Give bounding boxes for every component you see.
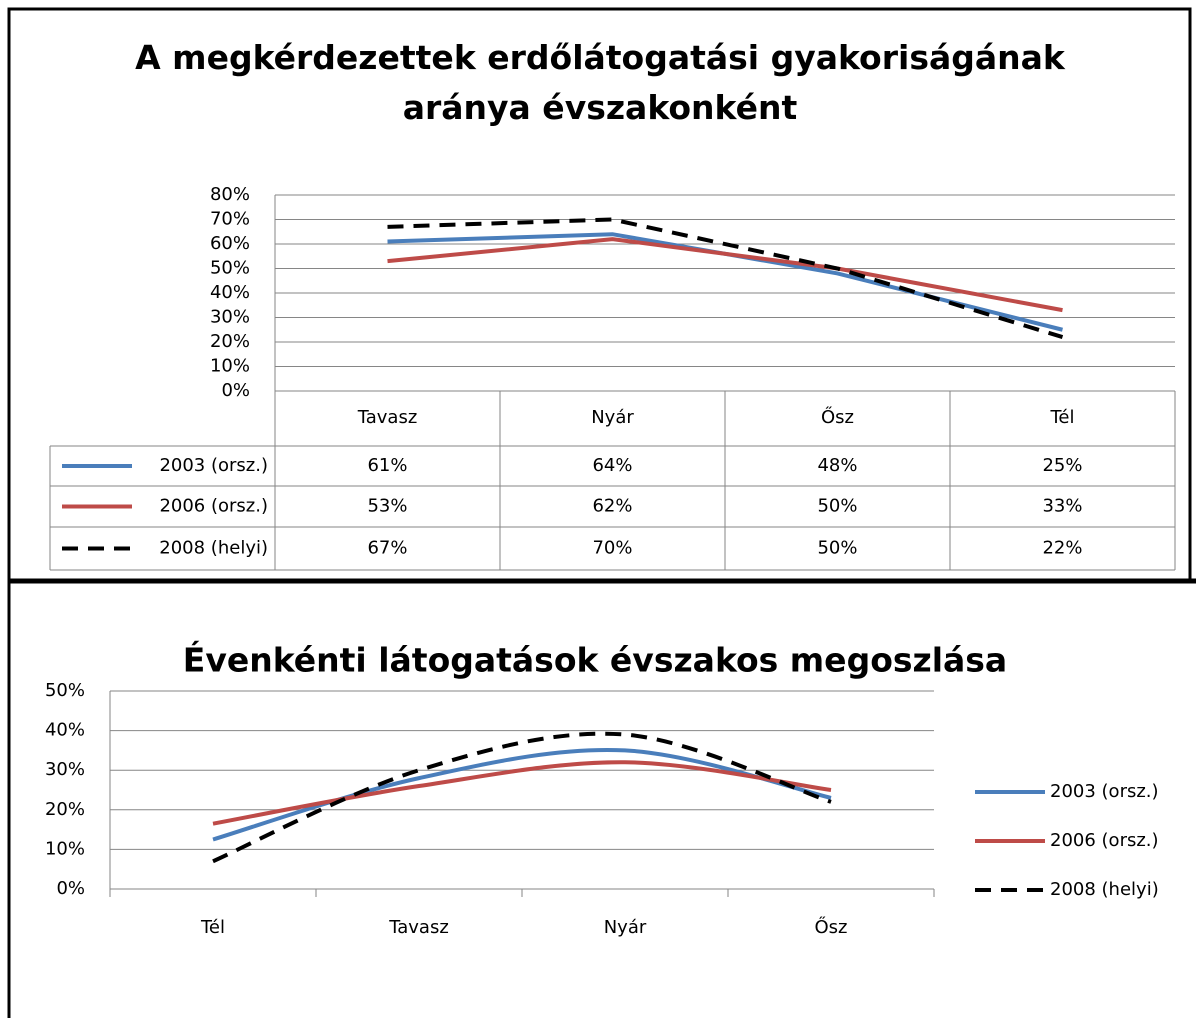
legend-label: 2003 (orsz.) [159, 455, 268, 476]
data-label: 48% [817, 455, 857, 476]
legend-label: 2006 (orsz.) [159, 496, 268, 517]
data-label: 62% [592, 496, 632, 517]
x-tick-label: Tavasz [388, 917, 449, 938]
data-label: 50% [817, 496, 857, 517]
data-label: 53% [367, 496, 407, 517]
x-tick-label: Ősz [821, 406, 854, 428]
x-tick-label: Ősz [815, 916, 848, 938]
y-tick-label: 0% [221, 380, 250, 401]
y-tick-label: 70% [210, 209, 250, 230]
legend-label: 2003 (orsz.) [1050, 781, 1159, 802]
data-label: 67% [367, 538, 407, 559]
y-tick-label: 20% [210, 331, 250, 352]
data-label: 64% [592, 455, 632, 476]
y-tick-label: 10% [45, 838, 85, 859]
data-label: 50% [817, 538, 857, 559]
series-line [387, 217, 1064, 340]
y-tick-label: 0% [56, 878, 85, 899]
y-tick-label: 30% [210, 307, 250, 328]
y-tick-label: 10% [210, 356, 250, 377]
legend-label: 2008 (helyi) [159, 538, 268, 559]
y-tick-label: 50% [45, 680, 85, 701]
x-tick-label: Nyár [591, 407, 634, 428]
data-label: 70% [592, 538, 632, 559]
y-tick-label: 20% [45, 799, 85, 820]
series-line [212, 731, 832, 864]
chart-title: Évenkénti látogatások évszakos megoszlás… [183, 640, 1007, 680]
series-line [212, 760, 832, 826]
chart-title: A megkérdezettek erdőlátogatási gyakoris… [135, 38, 1065, 127]
y-tick-label: 50% [210, 258, 250, 279]
x-tick-label: Tél [200, 917, 225, 938]
y-tick-label: 40% [45, 720, 85, 741]
x-tick-label: Tél [1049, 407, 1074, 428]
x-tick-label: Tavasz [357, 407, 418, 428]
series-line [387, 232, 1063, 332]
legend-label: 2008 (helyi) [1050, 879, 1159, 900]
x-tick-label: Nyár [604, 917, 647, 938]
series-line [212, 747, 832, 842]
series-line [387, 237, 1063, 313]
title-box: A megkérdezettek erdőlátogatási gyakoris… [135, 38, 1065, 127]
legend-label: 2006 (orsz.) [1050, 830, 1159, 851]
data-label: 25% [1042, 455, 1082, 476]
y-tick-label: 60% [210, 233, 250, 254]
y-tick-label: 80% [210, 184, 250, 205]
data-label: 61% [367, 455, 407, 476]
data-label: 33% [1042, 496, 1082, 517]
y-tick-label: 30% [45, 759, 85, 780]
y-tick-label: 40% [210, 282, 250, 303]
data-label: 22% [1042, 538, 1082, 559]
